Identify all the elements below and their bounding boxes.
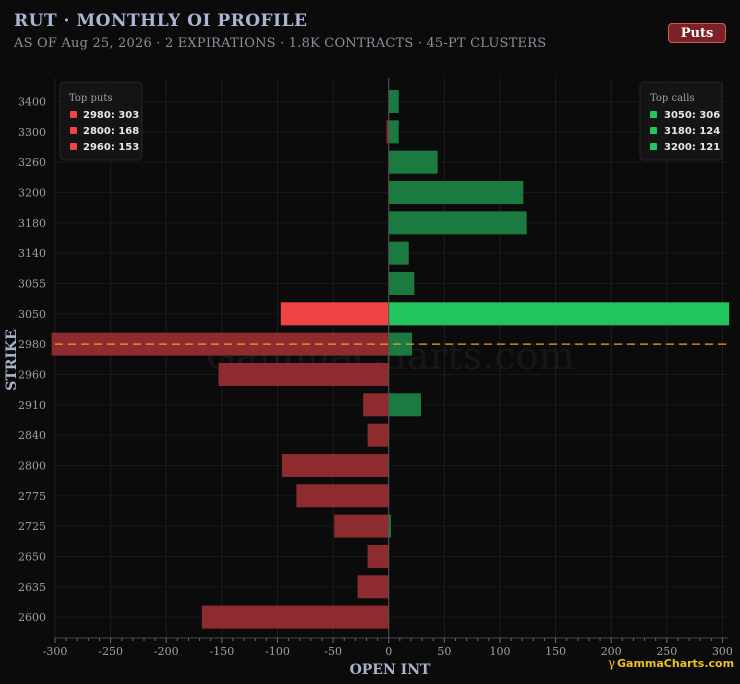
overlay [55, 78, 728, 638]
call-bar-3260 [388, 150, 438, 174]
y-tick-label: 2775 [18, 490, 46, 503]
brand-mark: γ GammaCharts.com [608, 656, 734, 670]
legend-calls-item: 3180: 124 [664, 126, 720, 137]
legend-puts-title: Top puts [69, 93, 113, 104]
call-bar-2910 [388, 393, 421, 417]
y-tick-label: 3400 [18, 96, 46, 109]
x-tick-label: 150 [545, 645, 566, 658]
y-axis-title: STRIKE [4, 329, 20, 391]
call-bar-3140 [388, 241, 409, 265]
x-tick-label: -300 [43, 645, 68, 658]
y-tick-label: 2840 [18, 429, 46, 442]
put-bar-2840 [367, 423, 389, 447]
x-tick-label: -50 [324, 645, 342, 658]
legend-calls-item: 3050: 306 [664, 110, 720, 121]
x-tick-label: 50 [437, 645, 451, 658]
put-bar-2775 [296, 484, 389, 508]
put-bar-2725 [334, 514, 389, 538]
axes: 3400 3300 3260 3200 3180 3140 3055 3050 2980 2960… [18, 96, 733, 659]
legend-calls: Top calls 3050: 306 3180: 124 3200: 121 [639, 81, 723, 161]
chart-title: RUT · MONTHLY OI PROFILE [14, 11, 308, 31]
put-bar-2600 [201, 605, 389, 629]
put-bar-3300 [386, 120, 389, 144]
legend-calls-box [639, 81, 723, 161]
x-tick-label: 100 [489, 645, 510, 658]
y-tick-label: 2980 [18, 338, 46, 351]
put-bar-2910 [363, 393, 389, 417]
y-tick-label: 2650 [18, 550, 46, 563]
legend-calls-swatch [650, 143, 657, 150]
call-bar-3300 [388, 120, 399, 144]
put-bar-2980 [51, 332, 389, 356]
x-tick-label: 0 [385, 645, 392, 658]
put-bar-2800 [281, 453, 389, 477]
y-tick-label: 2910 [18, 399, 46, 412]
call-bar-3180 [388, 211, 527, 235]
put-bar-2635 [357, 575, 389, 599]
bars [51, 90, 730, 629]
legend-calls-swatch [650, 127, 657, 134]
legend-calls-title: Top calls [650, 93, 695, 104]
chart-subtitle: AS OF Aug 25, 2026 · 2 EXPIRATIONS · 1.8… [14, 36, 547, 51]
gamma-logo-icon: γ [608, 656, 615, 670]
y-tick-label: 2960 [18, 368, 46, 381]
legend-puts-box [59, 81, 143, 161]
y-tick-label: 3140 [18, 247, 46, 260]
legend-puts: Top puts 2980: 303 2800: 168 2960: 153 [59, 81, 143, 161]
legend-calls-item: 3200: 121 [664, 142, 720, 153]
call-bar-3055 [388, 271, 415, 295]
legend-puts-swatch [70, 143, 77, 150]
x-tick-label: 250 [656, 645, 677, 658]
legend-puts-swatch [70, 127, 77, 134]
y-tick-label: 2800 [18, 459, 46, 472]
call-bar-3400 [388, 90, 399, 113]
call-bar-2725 [388, 514, 391, 538]
x-tick-label: 200 [601, 645, 622, 658]
y-tick-label: 3260 [18, 156, 46, 169]
legend-calls-swatch [650, 111, 657, 118]
call-bar-3200 [388, 180, 524, 204]
y-tick-label: 2725 [18, 520, 46, 533]
y-tick-label: 3180 [18, 217, 46, 230]
brand-text: GammaCharts.com [617, 657, 734, 670]
legend-puts-item: 2960: 153 [83, 142, 139, 153]
legend-puts-swatch [70, 111, 77, 118]
y-tick-label: 3300 [18, 126, 46, 139]
put-bar-3050 [280, 302, 389, 326]
y-tick-label: 2635 [18, 581, 46, 594]
x-tick-label: -250 [98, 645, 123, 658]
legend-puts-item: 2800: 168 [83, 126, 139, 137]
x-tick-label: 300 [712, 645, 733, 658]
x-axis-title: OPEN INT [350, 662, 431, 678]
y-tick-label: 3050 [18, 308, 46, 321]
x-tick-label: -200 [154, 645, 179, 658]
put-bar-2650 [367, 544, 389, 568]
y-tick-label: 2600 [18, 611, 46, 624]
x-tick-label: -150 [210, 645, 235, 658]
puts-toggle-button[interactable]: Puts [668, 23, 726, 43]
y-tick-label: 3055 [18, 277, 46, 290]
x-tick-label: -100 [265, 645, 290, 658]
legend-puts-item: 2980: 303 [83, 110, 139, 121]
call-bar-3050 [388, 302, 730, 326]
put-bar-2960 [218, 362, 389, 386]
y-tick-label: 3200 [18, 186, 46, 199]
